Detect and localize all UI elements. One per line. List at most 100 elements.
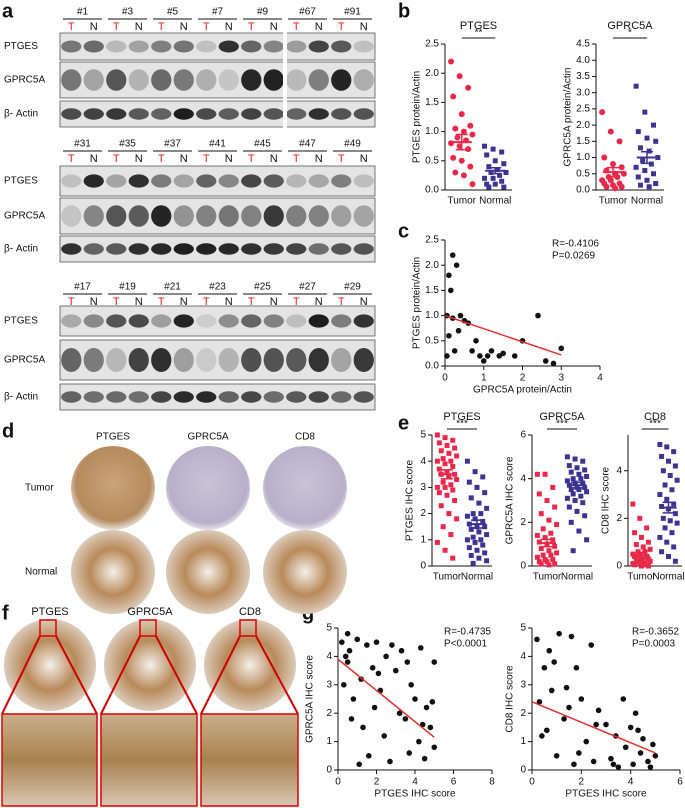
zoom-image	[100, 713, 198, 807]
blot-band	[151, 40, 172, 53]
blot-band	[308, 69, 329, 91]
stat-annotation: P=0.0269	[552, 251, 596, 262]
blot-band	[241, 174, 262, 188]
data-point	[431, 659, 438, 665]
x-tick-label: 0	[529, 777, 535, 788]
tissue-image	[166, 446, 250, 530]
blot-band	[353, 69, 374, 91]
data-dot	[501, 161, 507, 167]
data-dot	[632, 530, 638, 536]
data-point	[637, 750, 644, 756]
data-dot	[644, 135, 650, 141]
lane-label: T	[293, 21, 300, 33]
data-point	[571, 761, 577, 768]
row-label: Tumor	[25, 483, 54, 494]
data-dot	[632, 562, 638, 568]
blot-band	[286, 69, 307, 91]
data-point	[421, 755, 428, 762]
data-dot	[664, 496, 670, 502]
blot-band	[61, 348, 82, 372]
data-dot	[442, 461, 448, 467]
blot-band	[263, 314, 284, 328]
stat-annotation: R=-0.3652	[632, 627, 679, 638]
data-point	[381, 733, 388, 739]
blot-band	[286, 314, 307, 328]
y-axis-label: CD8 IHC score	[601, 466, 612, 534]
data-dot	[580, 500, 586, 506]
blot-band	[331, 314, 352, 328]
blot-band	[218, 243, 239, 255]
data-point	[473, 338, 479, 344]
data-point	[620, 696, 627, 702]
data-dot	[651, 122, 657, 128]
blot-band	[331, 348, 352, 372]
data-dot	[645, 539, 651, 545]
sample-label: #5	[167, 7, 179, 18]
y-tick-label: 4	[326, 651, 332, 662]
data-point	[536, 699, 543, 705]
data-dot	[616, 138, 623, 145]
lane-label: N	[180, 296, 188, 308]
data-point	[402, 716, 409, 722]
data-dot	[440, 524, 446, 530]
row-label: β- Actin	[4, 244, 38, 255]
data-point	[480, 358, 487, 364]
stat-annotation: R=-0.4735	[444, 627, 491, 638]
data-dot	[566, 463, 572, 469]
sample-label: #19	[119, 282, 136, 293]
blot-band	[218, 314, 239, 328]
y-tick-label: 2.0	[425, 260, 439, 271]
y-tick-label: 0	[420, 561, 426, 572]
data-dot	[653, 181, 659, 187]
blot-band	[353, 314, 374, 328]
data-point	[446, 272, 452, 279]
blot-band	[106, 243, 127, 255]
data-point	[603, 721, 609, 728]
blot-band	[241, 243, 262, 255]
blot-band	[128, 40, 149, 53]
data-dot	[655, 155, 661, 161]
x-tick-label: 6	[451, 777, 457, 788]
data-dot	[566, 504, 572, 510]
blot-band	[196, 314, 217, 328]
y-axis-label: PTGES protein/Actin	[412, 71, 423, 163]
x-tick-label: 8	[489, 777, 495, 788]
data-dot	[578, 476, 584, 482]
data-dot	[484, 152, 490, 158]
data-dot	[564, 478, 570, 484]
blot-band	[331, 391, 352, 403]
blot-band	[61, 314, 82, 328]
data-dot	[618, 164, 625, 171]
data-point	[366, 753, 372, 759]
data-dot	[538, 561, 544, 567]
data-point	[595, 707, 602, 714]
data-dot	[448, 458, 454, 464]
data-point	[576, 750, 582, 756]
data-point	[477, 353, 483, 359]
data-dot	[662, 525, 668, 531]
data-dot	[534, 532, 540, 538]
data-point	[553, 753, 560, 759]
sample-label: #27	[299, 282, 316, 293]
x-axis-label: PTGES IHC score	[565, 789, 647, 800]
blot-band	[128, 205, 149, 227]
data-point	[457, 312, 464, 319]
data-dot	[599, 109, 606, 116]
data-dot	[570, 476, 576, 482]
data-dot	[436, 490, 442, 496]
error-bar	[571, 481, 583, 489]
blot-band	[353, 205, 374, 227]
y-tick-label: 1	[520, 736, 526, 747]
data-dot	[482, 175, 488, 181]
blot-band	[196, 40, 217, 53]
blot-band	[308, 348, 329, 372]
data-point	[635, 727, 641, 734]
data-dot	[607, 177, 614, 184]
data-dot	[552, 543, 558, 549]
x-tick-label: 2	[579, 777, 585, 788]
sample-label: #21	[164, 282, 181, 293]
data-dot	[534, 471, 540, 477]
lane-label: N	[225, 21, 233, 33]
data-dot	[674, 477, 680, 483]
data-dot	[440, 479, 446, 485]
